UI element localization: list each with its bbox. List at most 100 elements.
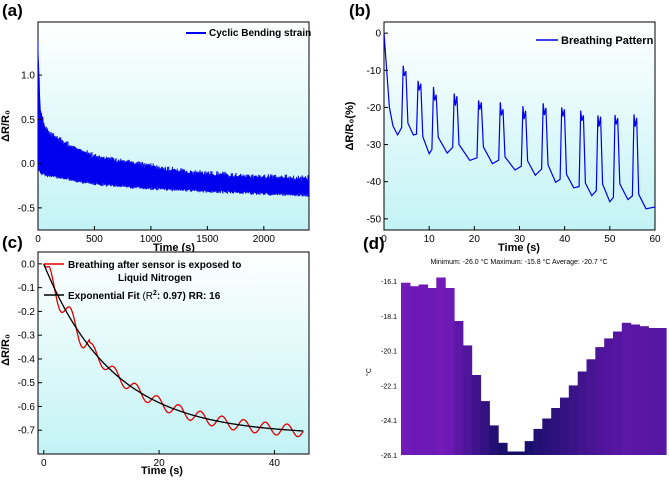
panel-b-ytick-label: 0 xyxy=(375,29,381,40)
panel-d-bar xyxy=(621,322,632,455)
panel-d-bar xyxy=(454,321,464,455)
panel-c-fit-line xyxy=(43,263,304,432)
panel-d-bar xyxy=(480,401,490,455)
panel-b-label: (b) xyxy=(349,1,371,20)
panel-b-ytick-label: -10 xyxy=(367,66,382,77)
panel-a-xlabel: Time (s) xyxy=(153,242,195,254)
panel-d-bar xyxy=(445,288,455,455)
panel-d-label: (d) xyxy=(363,234,385,253)
panel-b-ytick-label: -50 xyxy=(367,214,382,225)
panel-d-bar xyxy=(551,408,561,455)
panel-a-xtick-label: 1500 xyxy=(196,234,219,245)
panel-a-xtick-label: 0 xyxy=(35,234,41,245)
panel-d-stats-title: Minimum: -26.0 °C Maximum: -15.8 °C Aver… xyxy=(430,258,607,266)
panel-b-xlabel: Time (s) xyxy=(498,242,540,254)
panel-c-plot-area xyxy=(37,251,310,455)
panel-c-xtick-label: 40 xyxy=(269,458,281,469)
panel-b-xtick-label: 30 xyxy=(514,234,526,245)
panel-d-bar xyxy=(498,442,508,455)
panel-a-xtick-label: 1000 xyxy=(140,234,163,245)
panel-d-bar xyxy=(586,359,596,455)
panel-c-legend-label-fit: Exponential Fit (R2: 0.97) RR: 16 xyxy=(68,290,221,302)
panel-a-xtick-label: 500 xyxy=(86,234,103,245)
panel-b-ytick-label: -20 xyxy=(367,103,382,114)
panel-d-ytick-label: -20.1 xyxy=(381,349,397,356)
panel-d-ytick-label: -16.1 xyxy=(381,279,397,286)
panel-d-ytick-label: -18.1 xyxy=(381,314,397,321)
panel-b-ylabel: ΔR/R₀(%) xyxy=(344,101,356,150)
panel-c-xtick-label: 0 xyxy=(41,458,47,469)
panel-d-bar xyxy=(401,282,411,455)
panel-b-xtick-label: 40 xyxy=(559,234,571,245)
panel-c-legend-label-data-line2: Liquid Nitrogen xyxy=(118,273,192,284)
panel-c-x-ticks: 0 20 40 xyxy=(41,450,280,469)
panel-b-y-ticks: 0 -10 -20 -30 -40 -50 xyxy=(367,29,388,225)
panel-c-ytick-label: -0.4 xyxy=(18,354,36,365)
panel-b-series xyxy=(384,33,655,210)
panel-d-bar xyxy=(462,345,473,455)
panel-d-bar xyxy=(409,286,420,455)
panel-d-bar xyxy=(533,428,543,455)
panel-d-ytick-label: -26.1 xyxy=(381,453,397,460)
panel-d: (d) Minimum: -26.0 °C Maximum: -15.8 °C … xyxy=(363,234,667,460)
panel-b-xtick-label: 20 xyxy=(469,234,481,245)
panel-c-ytick-label: -0.7 xyxy=(18,426,36,437)
panel-b-x-ticks: 0 10 20 30 40 50 60 xyxy=(381,226,661,245)
panel-c-ytick-label: -0.6 xyxy=(18,402,36,413)
panel-d-bar xyxy=(542,418,552,455)
panel-b-xtick-label: 50 xyxy=(604,234,616,245)
panel-d-bar xyxy=(595,347,605,455)
panel-c-ytick-label: -0.5 xyxy=(18,378,36,389)
panel-d-bar xyxy=(577,371,588,455)
panel-b-legend-label: Breathing Pattern xyxy=(561,35,654,47)
panel-c-y-ticks: 0.0 -0.1 -0.2 -0.3 -0.4 -0.5 -0.6 -0.7 xyxy=(18,259,42,437)
panel-c-ytick-label: -0.2 xyxy=(18,307,36,318)
panel-d-bar xyxy=(657,328,667,455)
panel-c-ytick-label: 0.0 xyxy=(21,259,35,270)
panel-a-legend-label: Cyclic Bending strain xyxy=(209,28,311,39)
panel-d-ytick-label: -22.1 xyxy=(381,383,397,390)
panel-c-ytick-label: -0.1 xyxy=(18,283,36,294)
panel-a-y-ticks: -0.5 0.0 0.5 1.0 xyxy=(18,71,42,214)
panel-d-bar xyxy=(436,277,446,455)
panel-d-bar xyxy=(560,397,570,455)
panel-a-spikes xyxy=(38,41,309,197)
panel-d-bar xyxy=(604,338,614,455)
panel-d-bar xyxy=(524,441,535,455)
panel-c-series xyxy=(43,263,304,438)
panel-d-bar xyxy=(489,425,499,455)
panel-a-ytick-label: 0.5 xyxy=(21,115,35,126)
panel-b-ytick-label: -40 xyxy=(367,177,382,188)
panel-d-bar xyxy=(418,284,429,455)
panel-a-ylabel: ΔR/R₀ xyxy=(0,110,12,142)
panel-d-bar xyxy=(507,451,517,455)
panel-c-xlabel: Time (s) xyxy=(141,465,183,477)
panel-c-label: (c) xyxy=(2,233,23,252)
panel-a-label: (a) xyxy=(2,1,23,20)
panel-b-xtick-label: 0 xyxy=(381,234,387,245)
panel-d-y-ticks: -16.1 -18.1 -20.1 -22.1 -24.1 -26.1 xyxy=(381,279,397,460)
panel-b-plot-area xyxy=(383,21,656,231)
panel-a-ytick-label: -0.5 xyxy=(18,203,36,214)
panel-b-xtick-label: 60 xyxy=(649,234,661,245)
panel-d-bar xyxy=(639,326,649,455)
panel-d-bar xyxy=(471,375,482,455)
panel-d-bar xyxy=(613,331,623,455)
panel-a-plot-area xyxy=(37,21,310,231)
panel-d-bar xyxy=(515,451,526,455)
panel-d-ylabel: °C xyxy=(365,368,373,376)
panel-a-series xyxy=(38,41,309,197)
panel-d-bars xyxy=(401,277,667,455)
panel-c-ylabel: ΔR/R₀ xyxy=(0,334,12,366)
panel-a-xtick-label: 2000 xyxy=(253,234,276,245)
panel-c-legend-label-data: Breathing after sensor is exposed to xyxy=(68,260,241,271)
panel-d-ytick-label: -24.1 xyxy=(381,418,397,425)
panel-b-xtick-label: 10 xyxy=(424,234,436,245)
panel-b-ytick-label: -30 xyxy=(367,140,382,151)
panel-d-bar xyxy=(630,324,641,455)
panel-a-ytick-label: 0.0 xyxy=(21,159,35,170)
panel-d-bar xyxy=(427,288,437,455)
panel-c-ytick-label: -0.3 xyxy=(18,331,36,342)
panel-d-bar xyxy=(568,385,579,455)
